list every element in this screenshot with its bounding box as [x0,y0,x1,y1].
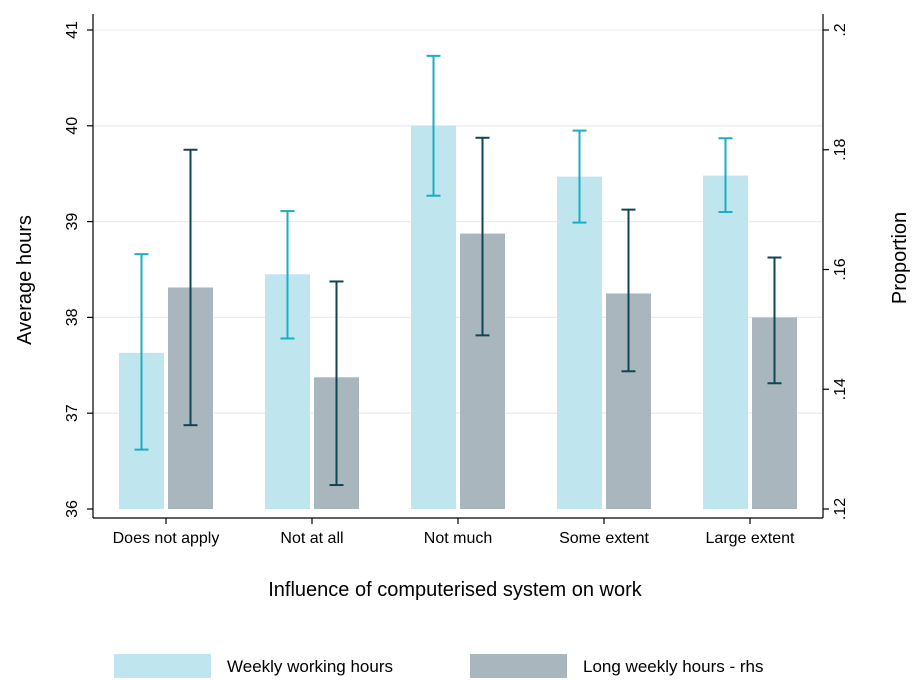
legend-label: Weekly working hours [227,657,393,676]
legend-swatch [114,654,211,678]
y-left-tick-label: 39 [64,213,81,231]
y-right-tick-label: .2 [832,23,849,36]
x-tick-label: Does not apply [113,530,220,547]
y-left-tick-label: 37 [64,404,81,422]
tick-labels: 36 37 38 39 40 41 .12 .14 .16 .18 .2 Does not apply… [64,21,849,547]
gridlines [93,29,823,414]
y-left-tick-label: 40 [64,117,81,135]
y-left-tick-label: 36 [64,500,81,518]
axes [87,14,829,524]
y-right-tick-label: .16 [832,258,849,280]
legend-label: Long weekly hours - rhs [583,657,763,676]
y-left-tick-label: 38 [64,308,81,326]
x-tick-label: Some extent [559,530,649,547]
x-tick-label: Not much [424,530,492,547]
x-axis-label: Influence of computerised system on work [268,579,643,601]
y-left-tick-label: 41 [64,21,81,39]
error-bars [134,54,782,487]
y-axis-left-label: Average hours [14,215,36,345]
bar [703,175,748,509]
y-right-tick-label: .14 [832,378,849,400]
bar [557,176,602,509]
y-axis-right-label: Proportion [889,212,911,304]
x-tick-label: Large extent [706,530,796,547]
bars [119,125,797,510]
x-tick-label: Not at all [280,530,343,547]
legend-swatch [470,654,567,678]
y-right-tick-label: .12 [832,498,849,520]
legend: Weekly working hours Long weekly hours - … [114,654,763,678]
y-right-tick-label: .18 [832,139,849,161]
